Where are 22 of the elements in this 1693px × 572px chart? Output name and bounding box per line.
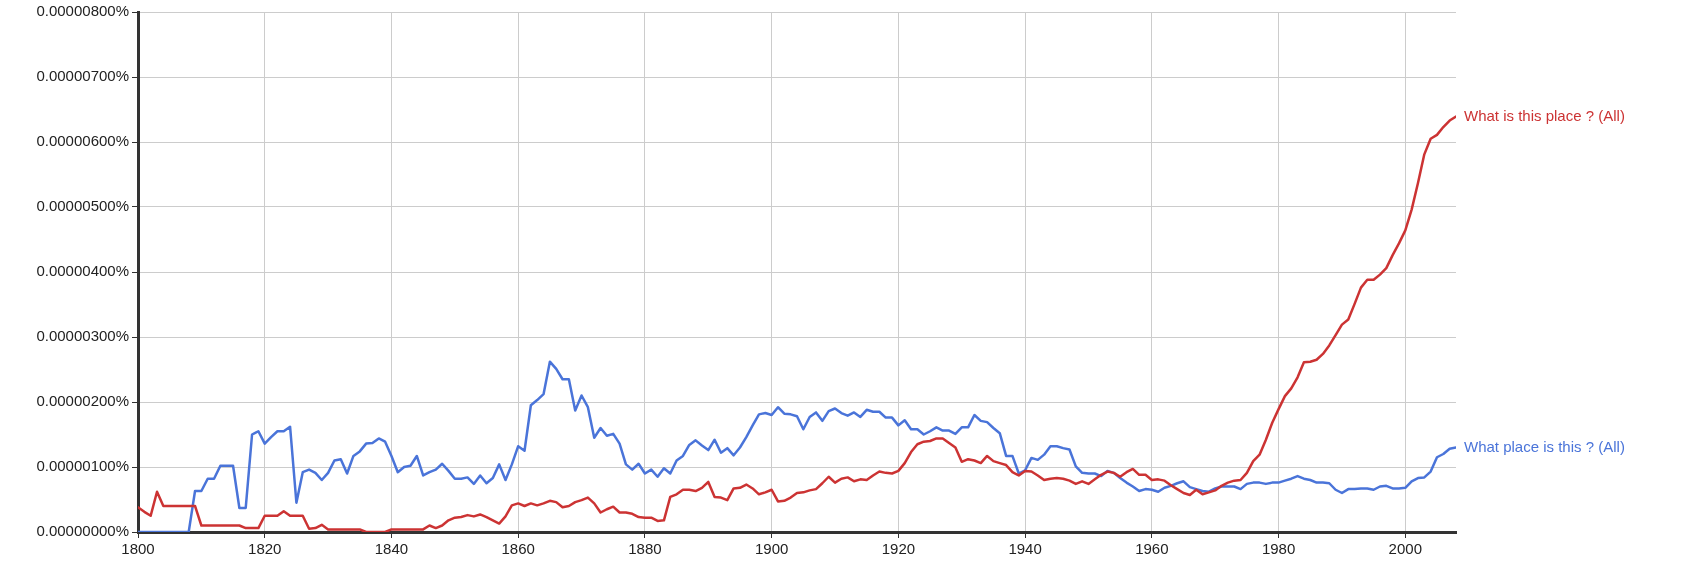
y-tick-label: 0.00000700% [36, 67, 129, 85]
y-tick-label: 0.00000300% [36, 327, 129, 345]
y-tick-label: 0.00000200% [36, 392, 129, 410]
y-tick-label: 0.00000800% [36, 2, 129, 20]
x-tick-label: 1840 [374, 540, 409, 558]
x-tick-label: 2000 [1388, 540, 1422, 558]
series-label: What is this place ? (All) [1464, 106, 1625, 124]
y-tick-label: 0.00000400% [36, 262, 129, 280]
y-tick-label: 0.00000500% [36, 197, 129, 215]
x-tick-label: 1820 [248, 540, 282, 558]
y-tick-label: 0.00000600% [36, 132, 129, 150]
x-tick-label: 1900 [754, 540, 789, 558]
x-tick-label: 1960 [1135, 540, 1169, 558]
x-tick-label: 1940 [1008, 540, 1042, 558]
series-label: What place is this ? (All) [1464, 437, 1625, 455]
x-tick-label: 1860 [501, 540, 535, 558]
y-tick-label: 0.00000000% [36, 522, 129, 540]
x-tick-label: 1920 [881, 540, 916, 558]
x-tick-label: 1880 [628, 540, 662, 558]
x-tick-label: 1800 [121, 540, 155, 558]
y-tick-label: 0.00000100% [36, 457, 129, 475]
x-tick-label: 1980 [1261, 540, 1296, 558]
